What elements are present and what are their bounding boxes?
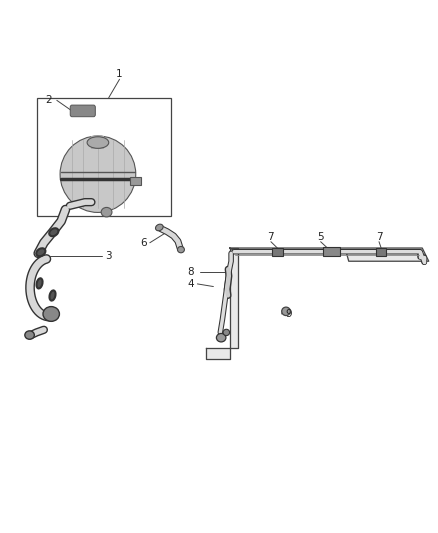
- Ellipse shape: [223, 329, 230, 336]
- Text: 7: 7: [376, 232, 382, 243]
- Ellipse shape: [36, 278, 42, 288]
- Ellipse shape: [43, 306, 60, 321]
- Ellipse shape: [177, 246, 184, 253]
- Text: 4: 4: [187, 279, 194, 289]
- Bar: [376, 248, 386, 256]
- Ellipse shape: [25, 331, 34, 340]
- Text: 2: 2: [45, 95, 52, 106]
- Bar: [272, 248, 283, 256]
- Ellipse shape: [49, 290, 56, 301]
- Text: 8: 8: [187, 267, 194, 277]
- Ellipse shape: [216, 334, 226, 342]
- Ellipse shape: [49, 228, 58, 236]
- Text: 1: 1: [116, 69, 123, 79]
- Text: 3: 3: [106, 251, 112, 261]
- Ellipse shape: [282, 307, 290, 316]
- Text: 9: 9: [285, 309, 292, 319]
- Ellipse shape: [36, 248, 46, 256]
- Bar: [131, 177, 141, 185]
- Ellipse shape: [101, 207, 112, 217]
- FancyBboxPatch shape: [70, 105, 95, 117]
- Polygon shape: [230, 248, 429, 261]
- Polygon shape: [206, 248, 238, 359]
- Ellipse shape: [60, 136, 136, 213]
- Bar: [92, 136, 104, 149]
- Ellipse shape: [87, 137, 109, 148]
- Text: 6: 6: [140, 238, 147, 248]
- Text: 5: 5: [317, 232, 324, 243]
- Bar: [323, 247, 340, 256]
- Text: 7: 7: [268, 232, 274, 243]
- Ellipse shape: [155, 224, 163, 231]
- Bar: [37, 98, 171, 216]
